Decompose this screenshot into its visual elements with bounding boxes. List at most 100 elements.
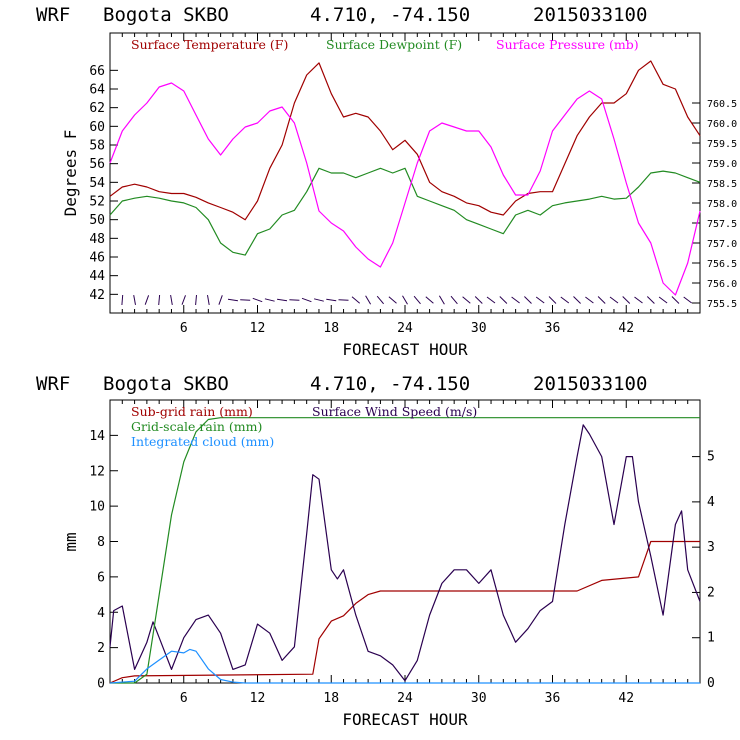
wind-barb: [573, 296, 581, 304]
wind-barb: [227, 298, 238, 302]
wind-barb: [634, 296, 643, 304]
chart1-ylabel: Degrees F: [61, 130, 80, 217]
series-line-1: [109, 424, 701, 682]
wind-barb: [351, 296, 361, 304]
wind-barb: [170, 295, 173, 305]
series-line-0: [109, 60, 701, 221]
wind-barb: [462, 296, 471, 304]
x-tick-label: 42: [618, 321, 634, 336]
chart2-title-model: WRF: [36, 373, 70, 395]
chart1-title-model: WRF: [36, 4, 70, 26]
y-tick-label: 8: [97, 535, 105, 550]
wind-barb: [438, 295, 445, 305]
wind-barb: [376, 295, 384, 305]
y2-tick-label: 4: [707, 495, 715, 510]
chart2-legend-wind-speed: Surface Wind Speed (m/s): [312, 404, 477, 419]
y2-tick-label: 760.5: [707, 99, 737, 110]
y-tick-label: 14: [89, 429, 105, 444]
y-tick-label: 66: [89, 64, 105, 79]
wind-barb: [646, 296, 655, 304]
x-tick-label: 24: [397, 321, 413, 336]
x-tick-label: 6: [180, 691, 188, 706]
chart1-wind-barbs: [121, 294, 693, 306]
y2-tick-label: 760.0: [707, 119, 737, 130]
y-tick-label: 46: [89, 251, 105, 266]
y-tick-label: 42: [89, 288, 105, 303]
wind-barb: [144, 295, 150, 305]
wind-barb: [548, 296, 557, 304]
y-tick-label: 56: [89, 157, 105, 172]
y-tick-label: 62: [89, 101, 105, 116]
y-tick-label: 2: [97, 641, 105, 656]
wind-barb: [121, 294, 124, 306]
wind-barb: [425, 296, 434, 304]
x-tick-label: 18: [323, 321, 339, 336]
wind-barb: [609, 296, 619, 304]
chart2-title-station: Bogota SKBO: [103, 373, 229, 395]
x-tick-label: 36: [545, 321, 561, 336]
y-tick-label: 50: [89, 213, 105, 228]
y2-tick-label: 758.5: [707, 179, 737, 190]
wind-barb: [511, 296, 520, 304]
x-tick-label: 12: [250, 321, 266, 336]
chart1-xlabel: FORECAST HOUR: [342, 340, 468, 359]
wind-barb: [252, 297, 263, 303]
x-tick-label: 30: [471, 321, 487, 336]
chart2-ylabel: mm: [61, 532, 80, 551]
chart1-axes: 6 12 18 24 30 36 42 42 44 46 48 50 52 54 56 58 60 62 64 66 7…: [89, 33, 737, 336]
wind-barb: [486, 296, 496, 304]
wind-barb: [313, 298, 324, 302]
y2-tick-label: 759.5: [707, 139, 737, 150]
x-tick-label: 6: [180, 321, 188, 336]
wind-barb: [560, 296, 570, 304]
wind-barb: [622, 296, 631, 304]
chart1-legend-dewpoint: Surface Dewpoint (F): [326, 37, 462, 52]
chart2-title-init: 2015033100: [533, 373, 647, 395]
y-tick-label: 44: [89, 269, 105, 284]
y-tick-label: 4: [97, 606, 105, 621]
wind-barb: [597, 296, 606, 304]
wind-barb: [326, 298, 337, 302]
wind-barb: [388, 296, 397, 304]
y-tick-label: 64: [89, 83, 105, 98]
y-tick-label: 6: [97, 570, 105, 585]
wind-barb: [264, 298, 275, 302]
y2-tick-label: 756.0: [707, 279, 737, 290]
y2-tick-label: 755.5: [707, 299, 737, 310]
y2-tick-label: 758.0: [707, 199, 737, 210]
y-tick-label: 48: [89, 232, 105, 247]
wind-barb: [671, 296, 680, 304]
chart1-legend-pressure: Surface Pressure (mb): [496, 37, 639, 52]
wind-barb: [474, 296, 483, 304]
chart1-legend-temperature: Surface Temperature (F): [131, 37, 288, 52]
chart2-legend-integrated-cloud: Integrated cloud (mm): [131, 434, 274, 449]
wind-barb: [207, 295, 210, 305]
series-line-3: [109, 648, 700, 684]
wind-barb: [158, 294, 161, 306]
x-tick-label: 42: [618, 691, 634, 706]
wind-barb: [218, 295, 223, 305]
chart1-title-init: 2015033100: [533, 4, 647, 26]
x-tick-label: 18: [323, 691, 339, 706]
y2-tick-label: 3: [707, 540, 715, 555]
x-tick-label: 12: [250, 691, 266, 706]
y-tick-label: 58: [89, 139, 105, 154]
y2-tick-label: 2: [707, 585, 715, 600]
y2-tick-label: 756.5: [707, 259, 737, 270]
series-line-2: [109, 82, 701, 296]
chart2-title-coords: 4.710, -74.150: [310, 373, 470, 395]
chart1-title-station: Bogota SKBO: [103, 4, 229, 26]
y2-tick-label: 757.5: [707, 219, 737, 230]
wind-barb: [277, 298, 288, 302]
chart1-title-coords: 4.710, -74.150: [310, 4, 470, 26]
series-line-1: [109, 167, 701, 256]
wind-barb: [658, 296, 668, 304]
chart1-frame: [109, 32, 701, 314]
x-tick-label: 24: [397, 691, 413, 706]
y2-tick-label: 5: [707, 450, 715, 465]
y-tick-label: 12: [89, 464, 105, 479]
y-tick-label: 0: [97, 677, 105, 692]
wind-barb: [499, 296, 508, 304]
